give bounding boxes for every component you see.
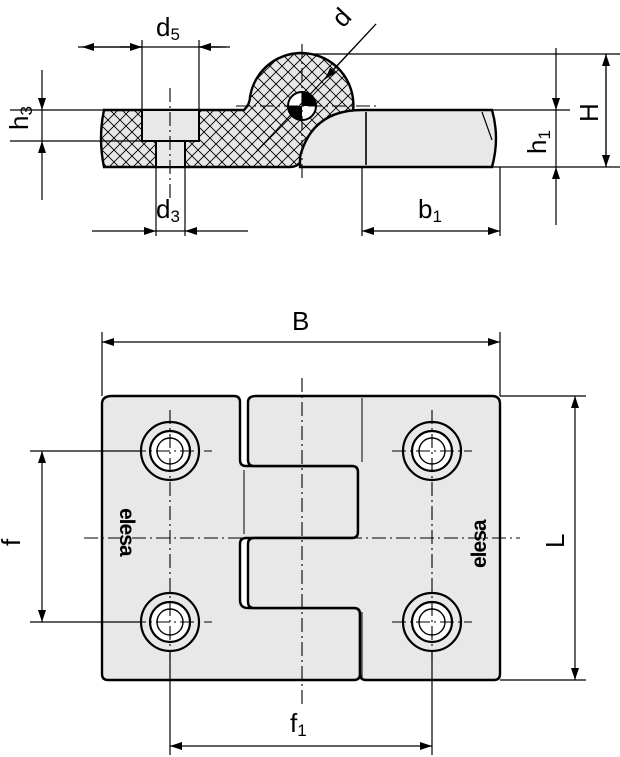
plan-view: elesa elesa B f L f1 [0, 306, 586, 755]
dim-label-f: f [0, 538, 26, 546]
side-view-right-leaf [298, 108, 498, 169]
dim-label-d3: d3 [156, 194, 180, 226]
dim-label-d5: d5 [156, 12, 180, 44]
dim-label-d: d [325, 2, 357, 33]
dim-label-f1: f1 [290, 708, 307, 740]
brand-logo-right: elesa [468, 519, 491, 568]
brand-logo-left: elesa [115, 508, 138, 557]
dim-label-B: B [292, 306, 309, 336]
dim-label-h3: h3 [4, 106, 36, 130]
dim-label-h1: h1 [522, 130, 554, 154]
dim-label-H: H [574, 103, 604, 122]
dim-label-L: L [540, 534, 570, 548]
dim-label-b1: b1 [418, 194, 442, 226]
side-view: d5 d h3 H h1 d3 b1 [4, 2, 620, 236]
